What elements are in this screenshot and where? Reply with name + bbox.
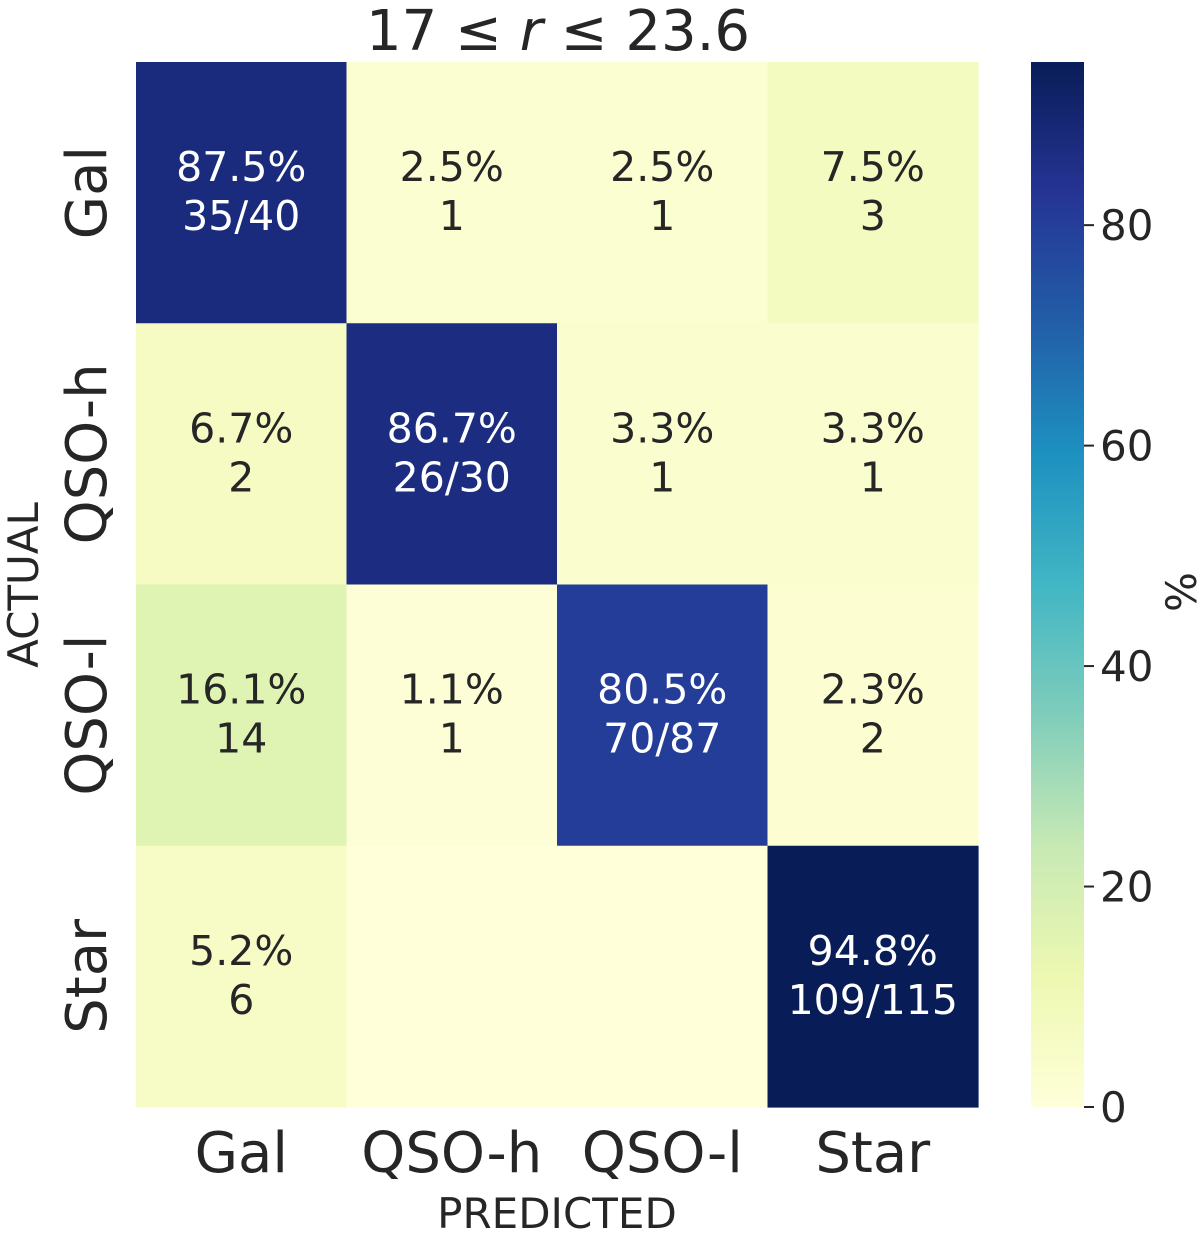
heatmap-cell: [557, 62, 769, 324]
cell-count-label: 6: [228, 976, 254, 1024]
heatmap-cell: [346, 845, 558, 1108]
heatmap-cell: [136, 845, 348, 1108]
colorbar-label: %: [1157, 572, 1200, 612]
heatmap-cell: [767, 584, 979, 847]
cell-percent-label: 7.5%: [821, 143, 925, 191]
cell-percent-label: 2.5%: [610, 143, 714, 191]
cell-count-label: 109/115: [788, 976, 958, 1024]
y-tick-label: QSO-l: [55, 635, 120, 796]
y-axis-ticks: Gal QSO-h QSO-l Star: [55, 146, 120, 1034]
cell-count-label: 70/87: [603, 715, 721, 763]
cell-count-label: 1: [439, 192, 465, 240]
heatmap-cell-labels: 87.5%35/402.5%12.5%17.5%36.7%286.7%26/30…: [176, 143, 958, 1024]
cell-count-label: 14: [215, 715, 267, 763]
heatmap-cells: [136, 62, 979, 1108]
x-tick-label: Star: [815, 1121, 931, 1186]
heatmap-cell: [557, 845, 769, 1108]
cell-percent-label: 6.7%: [189, 404, 293, 452]
y-tick-label: Star: [55, 918, 120, 1034]
colorbar-tick-label: 60: [1100, 422, 1153, 471]
cell-count-label: 3: [860, 192, 886, 240]
x-tick-label: QSO-h: [361, 1121, 542, 1186]
heatmap-cell: [767, 845, 979, 1108]
cell-percent-label: 86.7%: [387, 404, 517, 452]
cell-count-label: 1: [649, 453, 675, 501]
cell-percent-label: 3.3%: [610, 404, 714, 452]
cell-count-label: 1: [649, 192, 675, 240]
cell-count-label: 1: [439, 715, 465, 763]
x-tick-label: Gal: [195, 1121, 288, 1186]
colorbar-ticks: 0 20 40 60 80: [1084, 201, 1153, 1132]
colorbar-tick-label: 40: [1100, 642, 1153, 691]
cell-percent-label: 16.1%: [176, 666, 306, 714]
colorbar-tick-label: 0: [1100, 1083, 1127, 1132]
y-axis-label: ACTUAL: [0, 501, 48, 667]
heatmap-cell: [767, 323, 979, 586]
cell-percent-label: 87.5%: [176, 143, 306, 191]
cell-count-label: 35/40: [182, 192, 300, 240]
heatmap-cell: [346, 323, 558, 586]
cell-percent-label: 3.3%: [821, 404, 925, 452]
heatmap-cell: [136, 323, 348, 586]
heatmap-cell: [136, 62, 348, 324]
chart-title: 17 ≤ r ≤ 23.6: [366, 0, 750, 64]
x-axis-label: PREDICTED: [437, 1189, 677, 1233]
cell-percent-label: 2.3%: [821, 666, 925, 714]
cell-percent-label: 94.8%: [808, 927, 938, 975]
colorbar-tick-label: 80: [1100, 201, 1153, 250]
y-tick-label: Gal: [55, 146, 120, 239]
y-tick-label: QSO-h: [55, 363, 120, 544]
cell-percent-label: 5.2%: [189, 927, 293, 975]
cell-percent-label: 1.1%: [400, 666, 504, 714]
cell-percent-label: 2.5%: [400, 143, 504, 191]
cell-count-label: 1: [860, 453, 886, 501]
heatmap-cell: [767, 62, 979, 324]
cell-percent-label: 80.5%: [597, 666, 727, 714]
cell-count-label: 2: [860, 715, 886, 763]
cell-count-label: 26/30: [393, 453, 511, 501]
x-tick-label: QSO-l: [582, 1121, 743, 1186]
cell-count-label: 2: [228, 453, 254, 501]
colorbar: [1031, 62, 1084, 1107]
heatmap-cell: [557, 584, 769, 847]
heatmap-cell: [346, 62, 558, 324]
heatmap-cell: [136, 584, 348, 847]
heatmap-cell: [346, 584, 558, 847]
x-axis-ticks: Gal QSO-h QSO-l Star: [195, 1121, 932, 1186]
heatmap-cell: [557, 323, 769, 586]
colorbar-tick-label: 20: [1100, 863, 1153, 912]
